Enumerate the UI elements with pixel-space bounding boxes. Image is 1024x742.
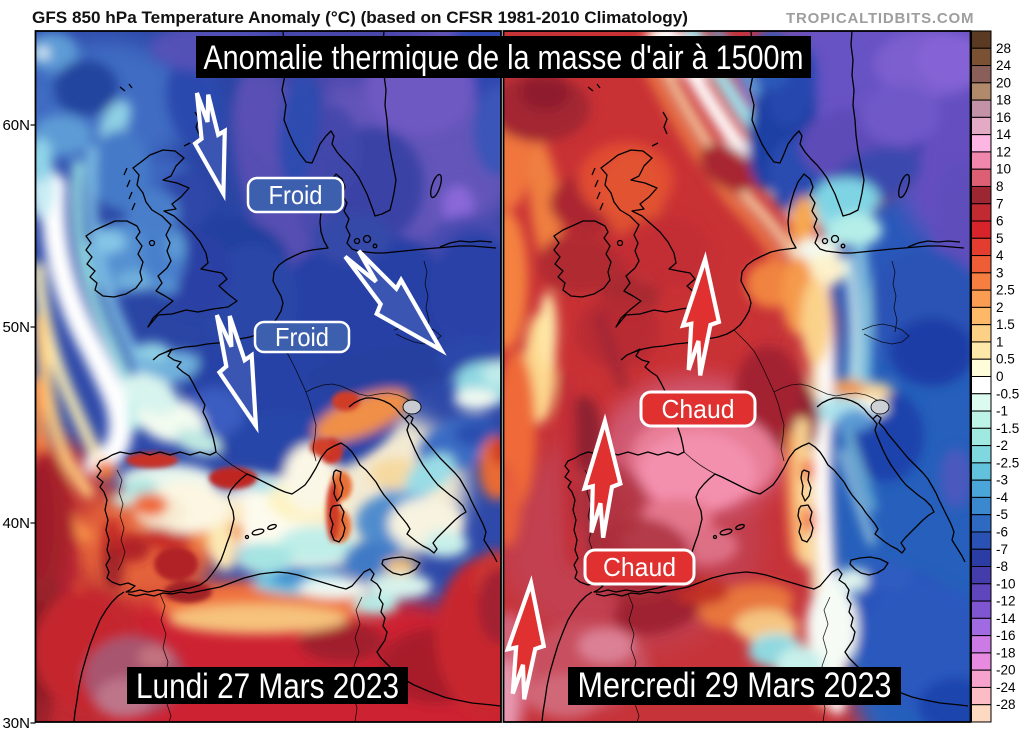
svg-text:-7: -7 <box>996 542 1008 557</box>
svg-text:-5: -5 <box>996 507 1008 522</box>
svg-text:12: 12 <box>996 144 1011 159</box>
svg-text:0.5: 0.5 <box>996 352 1015 367</box>
svg-text:Froid: Froid <box>269 180 323 210</box>
svg-text:-1: -1 <box>996 404 1008 419</box>
svg-text:7: 7 <box>996 196 1004 211</box>
svg-text:-6: -6 <box>996 524 1008 539</box>
svg-text:Froid: Froid <box>275 322 329 352</box>
svg-text:10: 10 <box>996 162 1011 177</box>
svg-text:20: 20 <box>996 75 1011 90</box>
svg-text:-16: -16 <box>996 628 1016 643</box>
svg-text:-0.5: -0.5 <box>996 386 1019 401</box>
svg-text:4: 4 <box>996 248 1004 263</box>
svg-text:2.5: 2.5 <box>996 283 1015 298</box>
svg-text:40N: 40N <box>2 515 30 532</box>
svg-text:-8: -8 <box>996 559 1008 574</box>
svg-text:16: 16 <box>996 110 1011 125</box>
svg-text:-3: -3 <box>996 473 1008 488</box>
svg-text:6: 6 <box>996 214 1004 229</box>
svg-text:-20: -20 <box>996 663 1016 678</box>
svg-text:30N: 30N <box>2 715 30 732</box>
svg-text:Chaud: Chaud <box>662 394 735 424</box>
svg-text:-18: -18 <box>996 645 1016 660</box>
svg-text:14: 14 <box>996 127 1012 142</box>
svg-text:-4: -4 <box>996 490 1008 505</box>
svg-text:-14: -14 <box>996 611 1016 626</box>
svg-text:2: 2 <box>996 300 1004 315</box>
svg-text:-1.5: -1.5 <box>996 421 1019 436</box>
svg-text:-12: -12 <box>996 594 1016 609</box>
svg-text:0: 0 <box>996 369 1004 384</box>
svg-text:Anomalie thermique de la masse: Anomalie thermique de la masse d'air à 1… <box>204 39 804 77</box>
svg-text:-24: -24 <box>996 680 1016 695</box>
svg-text:GFS 850 hPa Temperature Anomal: GFS 850 hPa Temperature Anomaly (°C) (ba… <box>32 9 688 27</box>
svg-text:3: 3 <box>996 265 1004 280</box>
svg-text:28: 28 <box>996 41 1011 56</box>
svg-text:TROPICALTIDBITS.COM: TROPICALTIDBITS.COM <box>786 10 974 27</box>
svg-text:-2.5: -2.5 <box>996 455 1019 470</box>
svg-text:24: 24 <box>996 58 1012 73</box>
svg-text:Chaud: Chaud <box>603 552 676 582</box>
svg-text:-28: -28 <box>996 697 1016 712</box>
svg-text:-10: -10 <box>996 576 1016 591</box>
svg-text:18: 18 <box>996 93 1011 108</box>
svg-text:50N: 50N <box>2 319 30 336</box>
svg-text:5: 5 <box>996 231 1004 246</box>
svg-text:-2: -2 <box>996 438 1008 453</box>
svg-text:Lundi 27 Mars 2023: Lundi 27 Mars 2023 <box>136 667 399 706</box>
svg-text:Mercredi 29 Mars 2023: Mercredi 29 Mars 2023 <box>578 666 892 705</box>
svg-text:1: 1 <box>996 334 1004 349</box>
svg-text:1.5: 1.5 <box>996 317 1015 332</box>
svg-text:8: 8 <box>996 179 1004 194</box>
svg-text:60N: 60N <box>2 117 30 134</box>
